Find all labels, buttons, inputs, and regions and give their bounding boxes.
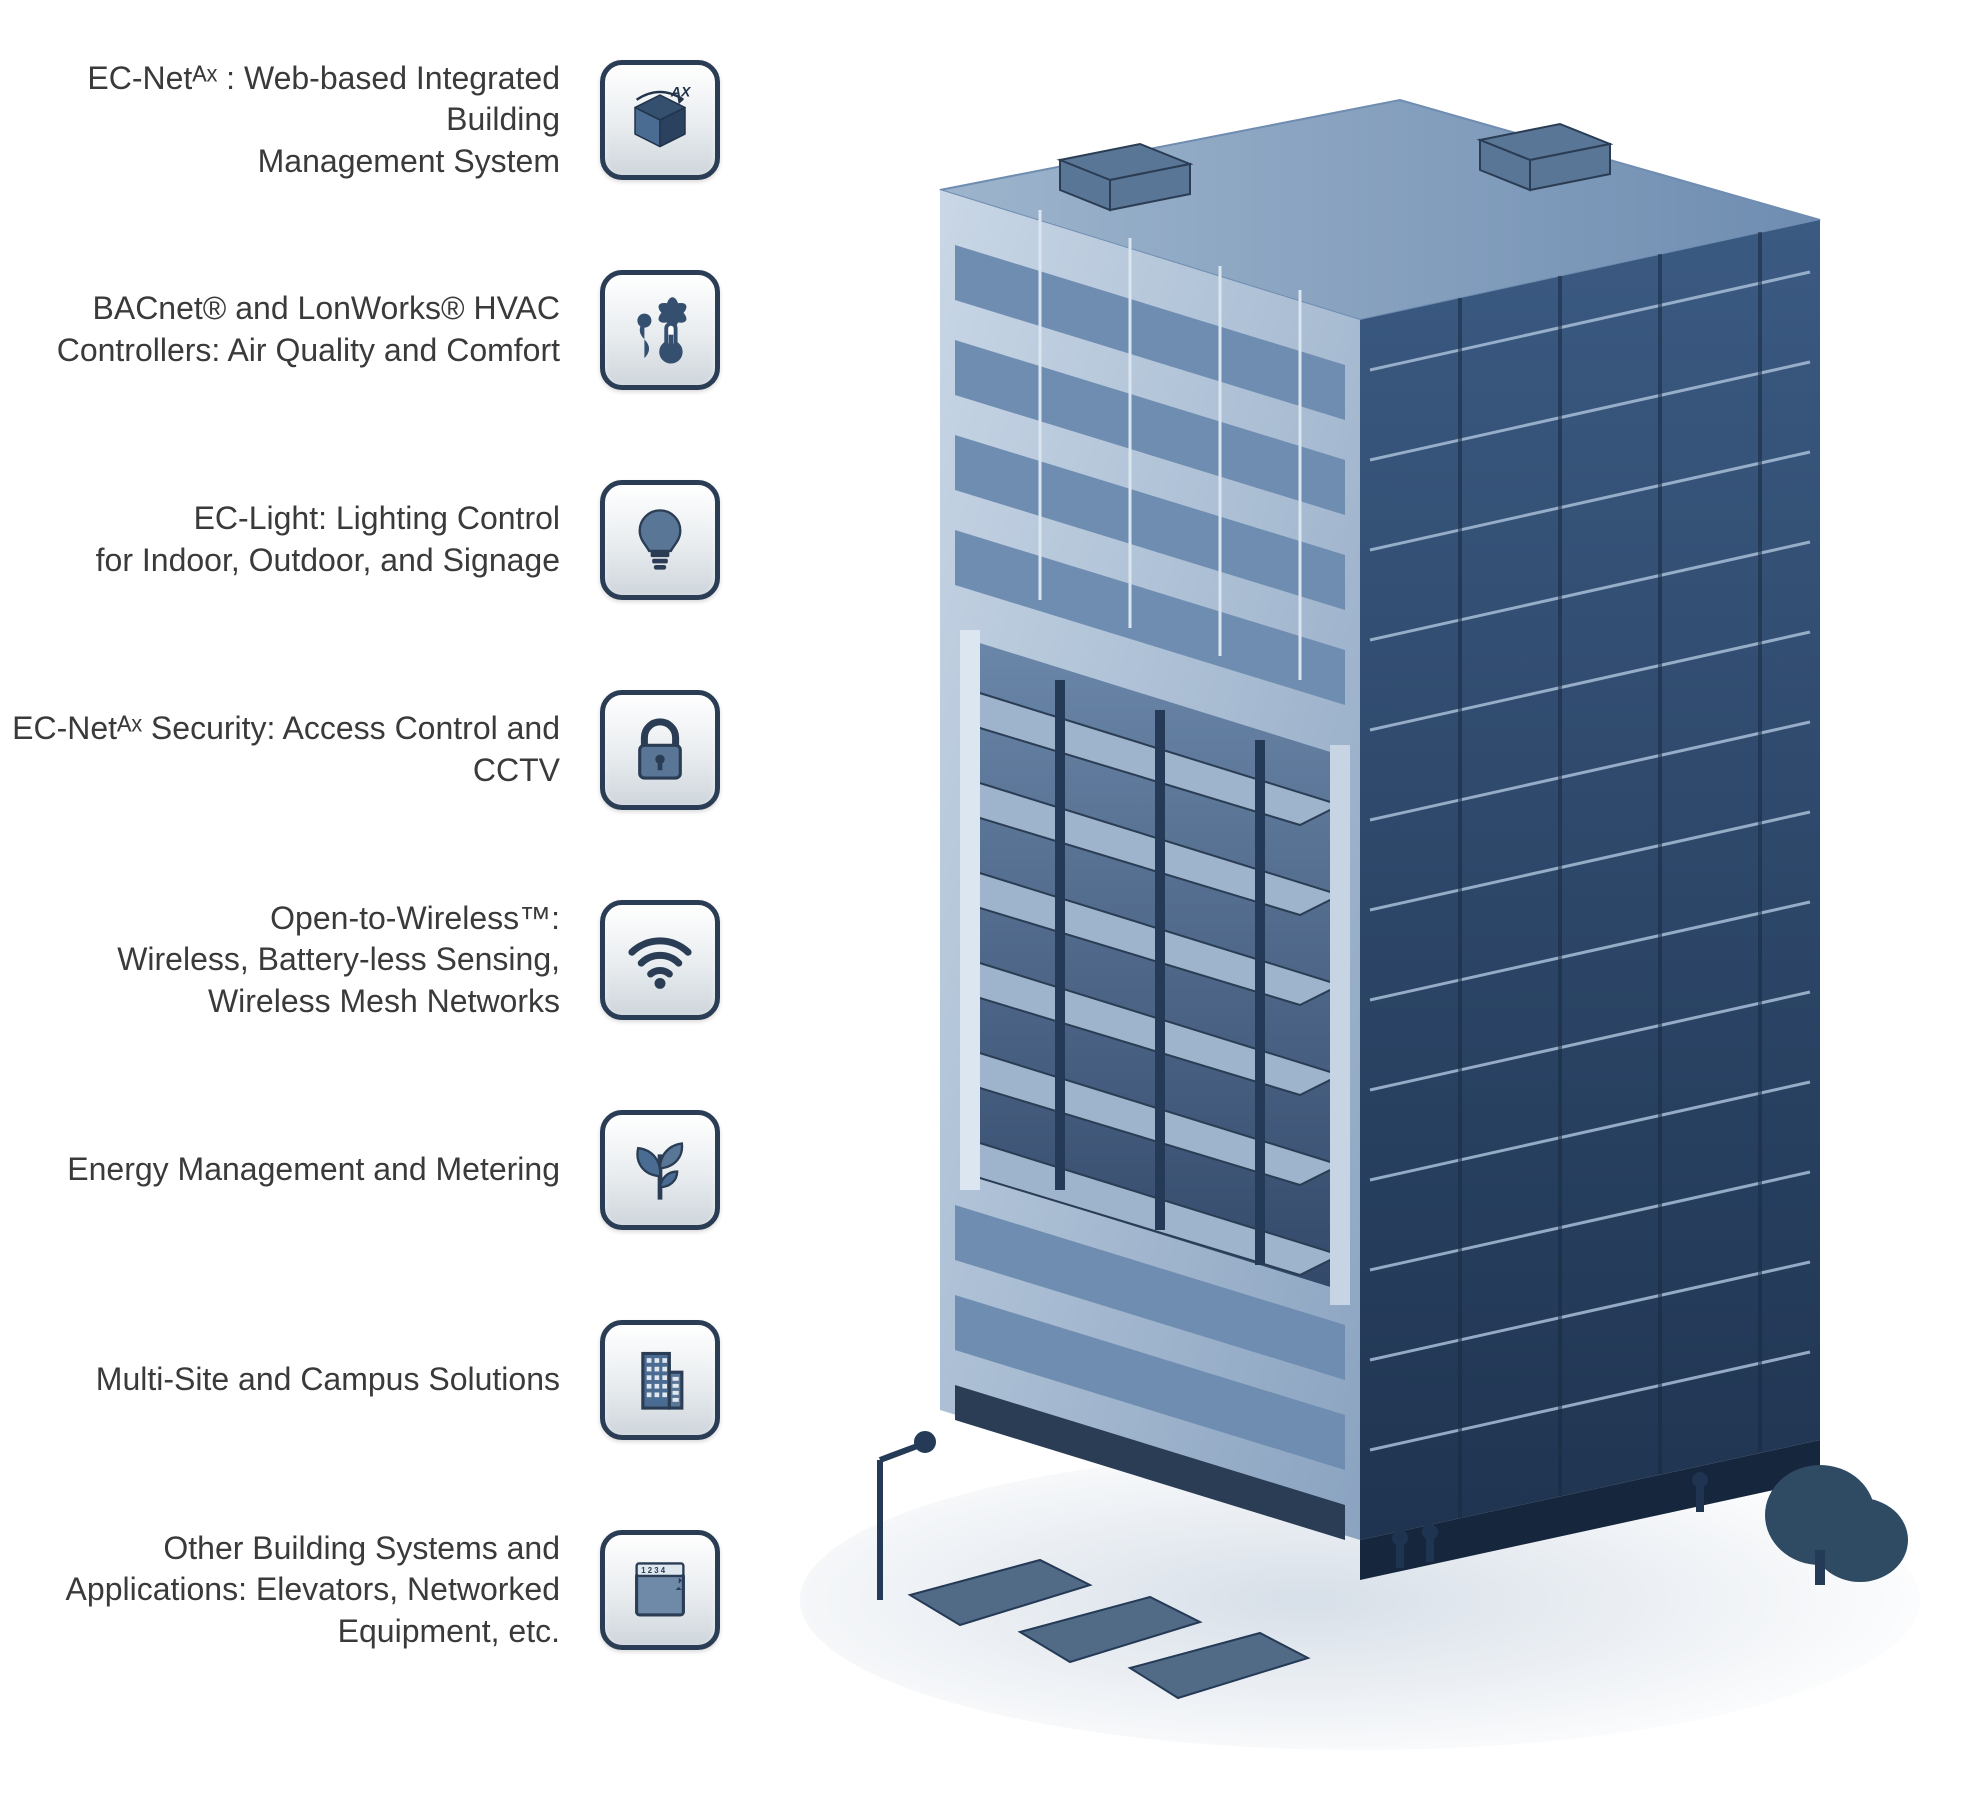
feature-row: EC-Netᴬˣ : Web-based Integrated Building… [0, 60, 720, 180]
building-illustration [760, 40, 1940, 1770]
feature-label: EC-Netᴬˣ : Web-based Integrated Building… [0, 58, 570, 183]
wifi-icon [600, 900, 720, 1020]
svg-text:AX: AX [670, 84, 692, 100]
svg-text:1 2 3 4: 1 2 3 4 [641, 1566, 666, 1575]
page-canvas: EC-Netᴬˣ : Web-based Integrated Building… [0, 0, 1973, 1809]
feature-row: Open-to-Wireless™: Wireless, Battery-les… [0, 900, 720, 1020]
lightbulb-icon [600, 480, 720, 600]
panel-icon: 1 2 3 4 [600, 1530, 720, 1650]
hvac-icon [600, 270, 720, 390]
feature-row: EC-Netᴬˣ Security: Access Control and CC… [0, 690, 720, 810]
feature-list: EC-Netᴬˣ : Web-based Integrated Building… [0, 60, 720, 1650]
feature-label: EC-Netᴬˣ Security: Access Control and CC… [0, 708, 570, 791]
feature-label: Energy Management and Metering [0, 1149, 570, 1191]
feature-row: EC-Light: Lighting Control for Indoor, O… [0, 480, 720, 600]
lock-icon [600, 690, 720, 810]
feature-label: Other Building Systems and Applications:… [0, 1528, 570, 1653]
feature-row: Multi-Site and Campus Solutions [0, 1320, 720, 1440]
feature-label: Multi-Site and Campus Solutions [0, 1359, 570, 1401]
leaf-icon [600, 1110, 720, 1230]
feature-label: BACnet® and LonWorks® HVAC Controllers: … [0, 288, 570, 371]
feature-row: BACnet® and LonWorks® HVAC Controllers: … [0, 270, 720, 390]
feature-row: Energy Management and Metering [0, 1110, 720, 1230]
feature-label: Open-to-Wireless™: Wireless, Battery-les… [0, 898, 570, 1023]
ax-cube-icon: AX [600, 60, 720, 180]
feature-row: Other Building Systems and Applications:… [0, 1530, 720, 1650]
feature-label: EC-Light: Lighting Control for Indoor, O… [0, 498, 570, 581]
building-small-icon [600, 1320, 720, 1440]
